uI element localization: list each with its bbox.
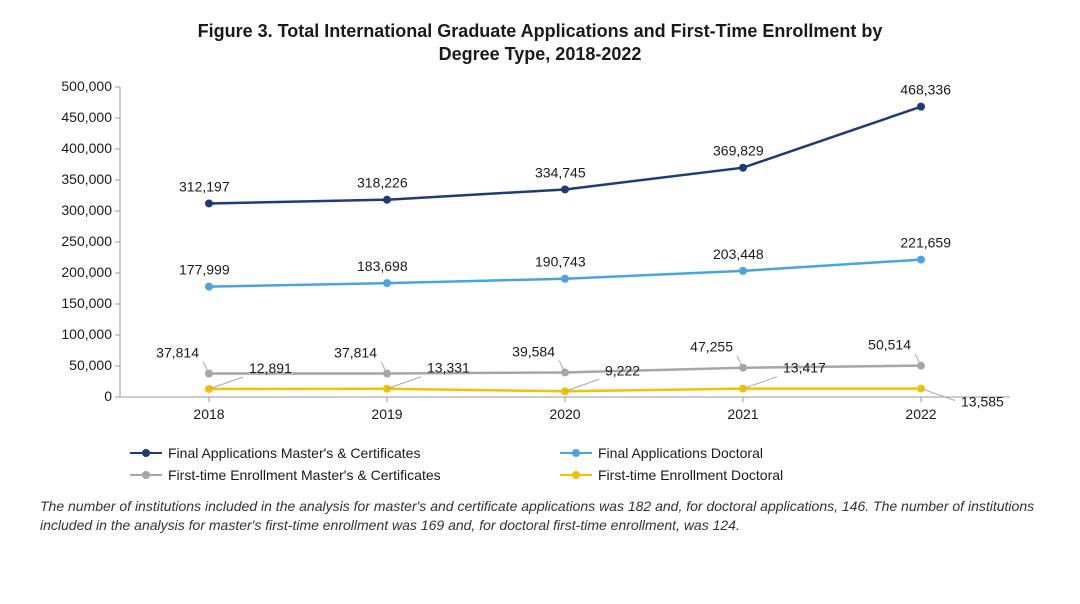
y-tick-label: 400,000 bbox=[61, 140, 112, 156]
data-label-apps_doctoral: 183,698 bbox=[357, 258, 408, 274]
figure-3: Figure 3. Total International Graduate A… bbox=[0, 0, 1080, 604]
chart-title: Figure 3. Total International Graduate A… bbox=[90, 20, 990, 67]
data-label-apps_doctoral: 190,743 bbox=[535, 254, 586, 270]
callout-line bbox=[565, 379, 599, 391]
data-label-enroll_doctoral: 13,331 bbox=[427, 360, 470, 376]
legend-item-apps_masters: Final Applications Master's & Certificat… bbox=[130, 445, 520, 461]
callout-line bbox=[743, 376, 777, 388]
x-tick-label: 2019 bbox=[371, 406, 402, 422]
title-line-1: Figure 3. Total International Graduate A… bbox=[198, 21, 883, 41]
legend-swatch bbox=[130, 474, 162, 476]
series-marker-apps_masters bbox=[739, 163, 747, 171]
legend-item-enroll_doctoral: First-time Enrollment Doctoral bbox=[560, 467, 950, 483]
legend-label: Final Applications Doctoral bbox=[598, 445, 763, 461]
legend-swatch bbox=[560, 452, 592, 454]
data-label-apps_masters: 334,745 bbox=[535, 164, 586, 180]
data-label-enroll_masters: 37,814 bbox=[334, 344, 377, 360]
legend-item-apps_doctoral: Final Applications Doctoral bbox=[560, 445, 950, 461]
y-tick-label: 450,000 bbox=[61, 109, 112, 125]
legend-label: First-time Enrollment Master's & Certifi… bbox=[168, 467, 441, 483]
data-label-enroll_masters: 47,255 bbox=[690, 338, 733, 354]
data-label-enroll_masters: 37,814 bbox=[156, 344, 199, 360]
y-tick-label: 150,000 bbox=[61, 295, 112, 311]
y-tick-label: 250,000 bbox=[61, 233, 112, 249]
y-tick-label: 500,000 bbox=[61, 78, 112, 94]
footnote: The number of institutions included in t… bbox=[40, 497, 1040, 535]
line-chart: 0 50,000 100,000 150,000 200,000 250,000 300,0… bbox=[40, 77, 1040, 437]
y-tick-label: 300,000 bbox=[61, 202, 112, 218]
series-marker-apps_doctoral bbox=[383, 279, 391, 287]
data-label-apps_doctoral: 177,999 bbox=[179, 261, 230, 277]
legend-label: Final Applications Master's & Certificat… bbox=[168, 445, 420, 461]
series-marker-apps_masters bbox=[917, 102, 925, 110]
callout-line bbox=[921, 388, 955, 400]
series-marker-apps_doctoral bbox=[561, 275, 569, 283]
series-marker-apps_doctoral bbox=[917, 255, 925, 263]
data-label-apps_masters: 318,226 bbox=[357, 174, 408, 190]
data-label-apps_masters: 369,829 bbox=[713, 142, 764, 158]
data-label-enroll_doctoral: 9,222 bbox=[605, 362, 640, 378]
callout-line bbox=[387, 377, 421, 389]
x-tick-label: 2021 bbox=[727, 406, 758, 422]
chart-svg: 0 50,000 100,000 150,000 200,000 250,000 300,0… bbox=[40, 77, 1040, 437]
legend-swatch bbox=[130, 452, 162, 454]
series-marker-apps_masters bbox=[561, 185, 569, 193]
data-label-apps_doctoral: 203,448 bbox=[713, 246, 764, 262]
title-line-2: Degree Type, 2018-2022 bbox=[439, 44, 642, 64]
data-label-enroll_masters: 50,514 bbox=[868, 336, 911, 352]
data-label-enroll_doctoral: 13,585 bbox=[961, 393, 1004, 409]
legend-label: First-time Enrollment Doctoral bbox=[598, 467, 783, 483]
series-marker-apps_masters bbox=[383, 195, 391, 203]
data-label-enroll_masters: 39,584 bbox=[512, 343, 555, 359]
data-label-enroll_doctoral: 12,891 bbox=[249, 360, 292, 376]
y-tick-label: 100,000 bbox=[61, 326, 112, 342]
series-marker-apps_doctoral bbox=[205, 282, 213, 290]
series-marker-apps_doctoral bbox=[739, 267, 747, 275]
data-label-apps_masters: 312,197 bbox=[179, 178, 230, 194]
x-tick-label: 2020 bbox=[549, 406, 580, 422]
y-tick-label: 200,000 bbox=[61, 264, 112, 280]
x-tick-label: 2018 bbox=[193, 406, 224, 422]
callout-line bbox=[209, 377, 243, 389]
y-tick-label: 350,000 bbox=[61, 171, 112, 187]
legend: Final Applications Master's & Certificat… bbox=[130, 445, 950, 483]
legend-item-enroll_masters: First-time Enrollment Master's & Certifi… bbox=[130, 467, 520, 483]
legend-swatch bbox=[560, 474, 592, 476]
data-label-apps_masters: 468,336 bbox=[900, 81, 951, 97]
y-tick-label: 50,000 bbox=[69, 357, 112, 373]
y-tick-label: 0 bbox=[104, 388, 112, 404]
data-label-enroll_doctoral: 13,417 bbox=[783, 359, 826, 375]
x-tick-label: 2022 bbox=[905, 406, 936, 422]
series-marker-apps_masters bbox=[205, 199, 213, 207]
data-label-apps_doctoral: 221,659 bbox=[900, 234, 951, 250]
